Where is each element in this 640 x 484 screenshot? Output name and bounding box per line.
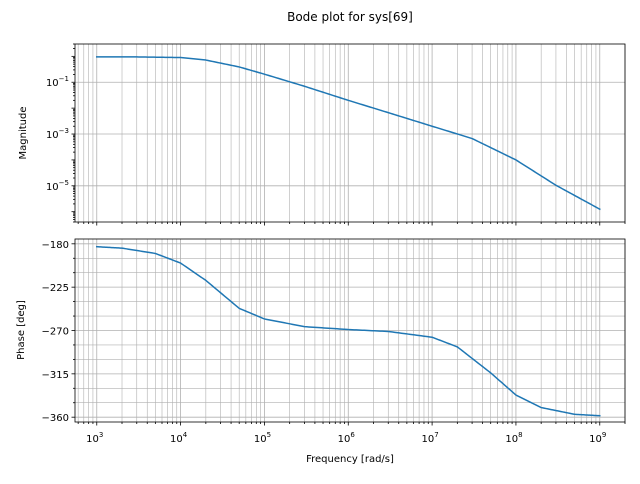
magnitude-axes-frame xyxy=(74,43,626,223)
magnitude-y-tick-label: 10−1 xyxy=(46,75,69,89)
phase-xlabel: Frequency [rad/s] xyxy=(306,454,394,465)
phase-y-tick-label: −360 xyxy=(42,413,69,424)
phase-grid xyxy=(75,239,626,422)
figure-title: Bode plot for sys[69] xyxy=(287,10,413,24)
phase-ticks: −180 −225 −270 −315 −360 103 104 105 106 107 108 10… xyxy=(42,240,626,445)
magnitude-y-tick-label: 10−5 xyxy=(46,179,69,193)
phase-x-tick-label: 109 xyxy=(589,431,606,445)
magnitude-y-tick-label: 10−3 xyxy=(46,127,69,141)
phase-x-tick-label: 108 xyxy=(505,431,522,445)
phase-x-tick-label: 106 xyxy=(338,431,356,445)
magnitude-panel: 10−1 10−3 10−5 Magnitude xyxy=(18,43,626,226)
phase-panel: −180 −225 −270 −315 −360 103 104 105 106 107 108 10… xyxy=(16,238,626,465)
phase-y-tick-label: −270 xyxy=(42,327,69,338)
magnitude-grid xyxy=(75,44,626,222)
phase-x-tick-label: 105 xyxy=(254,431,271,445)
phase-x-tick-label: 107 xyxy=(421,431,438,445)
phase-y-tick-label: −225 xyxy=(42,283,69,294)
phase-x-tick-label: 104 xyxy=(170,431,188,445)
phase-x-tick-label: 103 xyxy=(86,431,103,445)
phase-ylabel: Phase [deg] xyxy=(16,300,27,360)
phase-y-tick-label: −315 xyxy=(42,370,69,381)
magnitude-series-line xyxy=(96,56,601,211)
phase-series-line xyxy=(95,245,601,417)
magnitude-ylabel: Magnitude xyxy=(18,107,29,160)
magnitude-ticks: 10−1 10−3 10−5 xyxy=(46,43,626,226)
phase-y-tick-label: −180 xyxy=(42,240,69,251)
